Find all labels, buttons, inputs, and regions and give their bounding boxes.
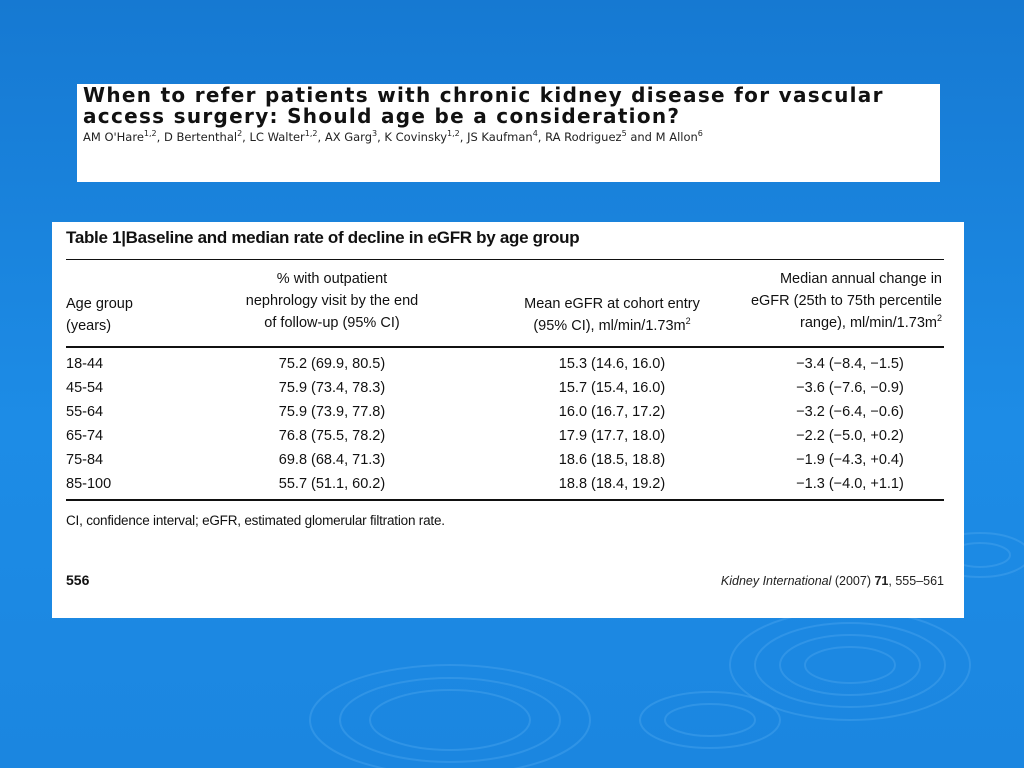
author-separator: , (377, 130, 385, 144)
author-name: AM O'Hare (83, 130, 144, 144)
journal-citation: Kidney International (2007) 71, 555–561 (720, 574, 944, 588)
header-mean-egfr: Mean eGFR at cohort entry (95% CI), ml/m… (524, 296, 700, 334)
header-age-group: Age group (years) (66, 296, 133, 334)
author-affiliation: 1,2 (447, 129, 460, 139)
table-panel: Table 1|Baseline and median rate of decl… (52, 222, 964, 618)
paper-title: When to refer patients with chronic kidn… (83, 83, 884, 128)
author-name: M Allon (655, 130, 698, 144)
table-row: 55-64 75.9 (73.9, 77.8) 16.0 (16.7, 17.2… (66, 404, 904, 420)
author-name: AX Garg (324, 130, 373, 144)
author-affiliation: 6 (697, 129, 703, 139)
table-body: 18-44 75.2 (69.9, 80.5) 15.3 (14.6, 16.0… (66, 356, 944, 500)
author-separator: , (242, 130, 250, 144)
author-separator: , (459, 130, 468, 144)
page-number: 556 (66, 572, 90, 588)
author-affiliation: 5 (621, 129, 627, 139)
author-separator: , (537, 130, 546, 144)
author-list: AM O'Hare1,2, D Bertenthal2, LC Walter1,… (83, 129, 934, 144)
author-affiliation: 1,2 (143, 129, 157, 139)
table-row: 85-100 55.7 (51.1, 60.2) 18.8 (18.4, 19.… (66, 476, 904, 492)
author-separator: , (156, 130, 164, 144)
author-name: K Covinsky (384, 130, 448, 144)
author-name: D Bertenthal (163, 130, 238, 144)
author-name: JS Kaufman (467, 130, 533, 144)
table-top-rule (66, 259, 944, 260)
table-footnote: CI, confidence interval; eGFR, estimated… (66, 513, 445, 528)
paper-title-panel: When to refer patients with chronic kidn… (77, 84, 940, 182)
table-row: 45-54 75.9 (73.4, 78.3) 15.7 (15.4, 16.0… (66, 380, 904, 396)
header-median-change: Median annual change in eGFR (25th to 75… (750, 271, 942, 331)
table-bottom-rule (66, 499, 944, 501)
table-row: 65-74 76.8 (75.5, 78.2) 17.9 (17.7, 18.0… (66, 428, 904, 444)
table-row: 18-44 75.2 (69.9, 80.5) 15.3 (14.6, 16.0… (66, 356, 904, 372)
author-separator: and (626, 130, 656, 144)
author-name: RA Rodriguez (545, 130, 622, 144)
header-nephrology-visit: % with outpatient nephrology visit by th… (245, 271, 419, 331)
author-affiliation: 3 (372, 129, 378, 139)
table-row: 75-84 69.8 (68.4, 71.3) 18.6 (18.5, 18.8… (66, 452, 904, 468)
author-affiliation: 4 (532, 129, 538, 139)
header-bottom-rule (66, 346, 944, 348)
author-affiliation: 1,2 (304, 129, 318, 139)
table-caption: Table 1|Baseline and median rate of decl… (66, 228, 580, 247)
author-separator: , (317, 130, 325, 144)
author-name: LC Walter (249, 130, 305, 144)
author-affiliation: 2 (237, 129, 243, 139)
